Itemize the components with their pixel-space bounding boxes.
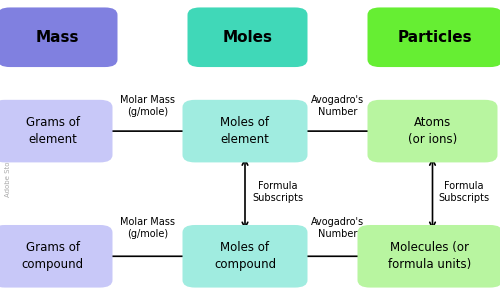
FancyBboxPatch shape (0, 7, 118, 67)
Text: Moles of
compound: Moles of compound (214, 241, 276, 271)
FancyBboxPatch shape (188, 7, 308, 67)
FancyBboxPatch shape (182, 225, 308, 288)
Text: Avogadro's
Number: Avogadro's Number (311, 94, 364, 117)
Text: Avogadro's
Number: Avogadro's Number (311, 217, 364, 239)
Text: Formula
Subscripts: Formula Subscripts (438, 181, 490, 204)
FancyBboxPatch shape (0, 225, 112, 288)
Text: Formula
Subscripts: Formula Subscripts (252, 181, 303, 204)
FancyBboxPatch shape (368, 100, 498, 162)
Text: Grams of
compound: Grams of compound (22, 241, 84, 271)
Text: Adobe Stock | #504819193: Adobe Stock | #504819193 (5, 101, 12, 197)
Text: Moles of
element: Moles of element (220, 116, 270, 146)
FancyBboxPatch shape (0, 100, 112, 162)
FancyBboxPatch shape (368, 7, 500, 67)
FancyBboxPatch shape (358, 225, 500, 288)
Text: Particles: Particles (398, 30, 472, 45)
Text: Moles: Moles (222, 30, 272, 45)
Text: Molar Mass
(g/mole): Molar Mass (g/mole) (120, 217, 175, 239)
Text: Molar Mass
(g/mole): Molar Mass (g/mole) (120, 94, 175, 117)
FancyBboxPatch shape (182, 100, 308, 162)
Text: Atoms
(or ions): Atoms (or ions) (408, 116, 457, 146)
Text: Grams of
element: Grams of element (26, 116, 80, 146)
Text: Mass: Mass (36, 30, 79, 45)
Text: Molecules (or
formula units): Molecules (or formula units) (388, 241, 471, 271)
